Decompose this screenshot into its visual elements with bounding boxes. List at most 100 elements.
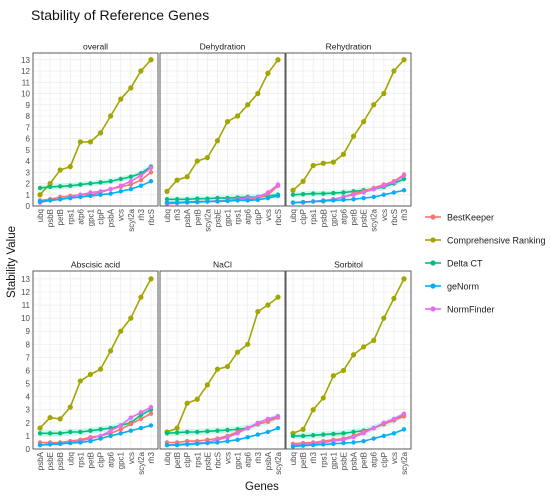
legend-label: geNorm	[447, 282, 479, 292]
point-comprehensive-ranking	[310, 407, 316, 413]
x-tick-label: rh3	[309, 451, 318, 463]
y-tick-label: 5	[26, 380, 31, 389]
point-comprehensive-ranking	[381, 90, 387, 97]
legend-label: Comprehensive Ranking	[447, 236, 546, 246]
x-tick-label: petB	[56, 209, 65, 225]
point-genorm	[215, 199, 220, 204]
point-comprehensive-ranking	[350, 352, 357, 358]
point-comprehensive-ranking	[128, 85, 134, 91]
point-normfinder	[401, 411, 407, 416]
y-tick-label: 11	[22, 78, 31, 87]
y-tick-label: 13	[21, 56, 30, 65]
point-comprehensive-ranking	[320, 160, 326, 166]
point-genorm	[205, 440, 210, 446]
legend-swatch-point	[430, 306, 436, 312]
point-genorm	[321, 442, 326, 447]
delta-ct-ribbon	[40, 163, 151, 191]
point-comprehensive-ranking	[350, 133, 357, 139]
x-tick-label: rps1	[309, 208, 318, 224]
point-comprehensive-ranking	[214, 138, 221, 144]
y-tick-label: 9	[26, 101, 31, 110]
series-line-comprehensive-ranking	[39, 59, 152, 196]
point-genorm	[351, 440, 356, 445]
y-tick-label: 3	[26, 406, 31, 415]
x-tick-label: scyl2a	[203, 208, 212, 231]
point-delta-ct	[47, 184, 53, 190]
point-genorm	[300, 199, 306, 205]
point-genorm	[215, 440, 220, 445]
point-genorm	[310, 442, 316, 448]
point-delta-ct	[300, 191, 306, 197]
x-tick-label: vcs	[224, 452, 233, 464]
point-comprehensive-ranking	[108, 348, 114, 354]
point-delta-ct	[184, 429, 190, 435]
point-normfinder	[118, 423, 123, 428]
point-genorm	[205, 199, 210, 204]
x-tick-label: psbE	[360, 209, 369, 227]
legend-item-genorm: geNorm	[425, 282, 479, 292]
point-normfinder	[371, 186, 376, 192]
x-tick-label: ubq	[66, 452, 75, 465]
x-tick-label: psbA	[183, 208, 192, 227]
x-tick-label: psbB	[56, 452, 65, 470]
x-tick-label: psbA	[36, 451, 45, 470]
y-axis-title: Stability Value	[6, 226, 18, 298]
point-comprehensive-ranking	[320, 395, 326, 401]
point-comprehensive-ranking	[37, 192, 43, 198]
y-tick-label: 3	[26, 168, 31, 177]
point-genorm	[68, 440, 73, 446]
point-delta-ct	[37, 431, 43, 436]
x-tick-label: clpP	[97, 452, 106, 468]
point-normfinder	[118, 183, 123, 188]
point-genorm	[98, 436, 103, 441]
point-normfinder	[138, 173, 144, 178]
point-normfinder	[265, 416, 271, 422]
x-tick-label: petB	[193, 209, 202, 225]
point-genorm	[68, 195, 73, 201]
y-tick-label: 0	[26, 202, 31, 211]
legend-swatch-point	[430, 237, 436, 243]
point-comprehensive-ranking	[148, 276, 154, 282]
point-delta-ct	[290, 192, 296, 197]
x-tick-label: ubq	[289, 452, 298, 465]
x-tick-label: atp6	[340, 208, 349, 224]
point-delta-ct	[331, 190, 336, 196]
point-comprehensive-ranking	[174, 425, 180, 431]
point-delta-ct	[401, 176, 407, 182]
point-delta-ct	[205, 429, 210, 434]
y-tick-label: 7	[26, 353, 31, 362]
point-delta-ct	[37, 185, 43, 191]
point-genorm	[98, 192, 103, 197]
point-normfinder	[235, 431, 240, 436]
point-normfinder	[391, 180, 397, 185]
point-delta-ct	[225, 427, 230, 433]
panel-border	[285, 270, 412, 450]
point-comprehensive-ranking	[290, 187, 296, 193]
point-delta-ct	[164, 431, 170, 436]
x-tick-label: rh3	[147, 451, 156, 463]
point-delta-ct	[98, 180, 103, 185]
point-comprehensive-ranking	[245, 102, 251, 108]
point-comprehensive-ranking	[184, 174, 190, 180]
plot-background	[33, 271, 158, 449]
point-comprehensive-ranking	[340, 367, 347, 374]
point-comprehensive-ranking	[47, 414, 53, 421]
point-comprehensive-ranking	[310, 162, 316, 169]
y-tick-label: 9	[26, 327, 31, 336]
point-comprehensive-ranking	[361, 119, 367, 125]
point-genorm	[47, 442, 53, 447]
x-tick-label: rbcS	[274, 209, 283, 225]
x-tick-label: scyl2a	[127, 208, 136, 231]
point-normfinder	[381, 183, 387, 188]
point-normfinder	[361, 190, 366, 195]
point-normfinder	[275, 414, 281, 419]
x-tick-label: rbcS	[214, 452, 223, 468]
legend-item-comprehensive-ranking: Comprehensive Ranking	[425, 236, 546, 246]
point-normfinder	[138, 410, 144, 415]
point-bestkeeper	[138, 177, 144, 183]
x-tick-label: petB	[173, 452, 182, 468]
x-tick-label: rh3	[137, 208, 146, 220]
panel-title: Abscisic acid	[71, 260, 120, 270]
